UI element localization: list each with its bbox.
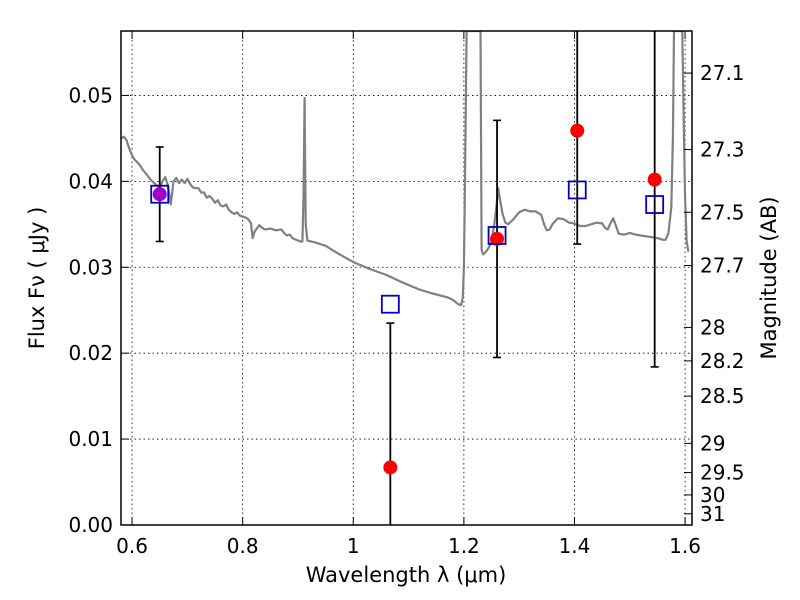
y2-axis-label: Magnitude (AB) xyxy=(757,196,781,359)
mag-tick-label: 27.7 xyxy=(700,254,745,278)
y-tick-label: 0.02 xyxy=(68,341,113,365)
observed-point xyxy=(152,187,167,202)
grid xyxy=(121,31,692,526)
plot-frame xyxy=(120,30,693,526)
mag-tick-label: 27.3 xyxy=(700,138,745,162)
mag-tick-label: 27.1 xyxy=(700,61,745,85)
observed-point xyxy=(383,460,398,475)
ticks: 0.6 0.8 1 1.2 1.4 1.6 0.00 0.01 0.02 0.03 0.04 0.05… xyxy=(68,31,745,558)
observed-point xyxy=(647,172,662,187)
x-tick-label: 0.8 xyxy=(227,534,259,558)
mag-tick-label: 31 xyxy=(700,502,725,526)
y-tick-label: 0.05 xyxy=(68,83,113,107)
observed-point xyxy=(570,123,585,138)
mag-tick-label: 29.5 xyxy=(700,461,745,485)
mag-tick-label: 28 xyxy=(700,315,725,339)
y-tick-label: 0.01 xyxy=(68,427,113,451)
y-tick-label: 0.00 xyxy=(68,513,113,537)
mag-tick-label: 29 xyxy=(700,431,725,455)
markers-layer xyxy=(150,31,665,525)
model-band-square xyxy=(567,180,587,200)
x-tick-label: 1.6 xyxy=(669,534,701,558)
mag-tick-label: 30 xyxy=(700,483,725,507)
model-spectrum-layer xyxy=(121,31,690,307)
x-tick-label: 0.6 xyxy=(116,534,148,558)
x-axis-label: Wavelength λ (μm) xyxy=(306,563,507,587)
y-tick-label: 0.03 xyxy=(68,255,113,279)
mag-tick-label: 28.5 xyxy=(700,384,745,408)
mag-tick-label: 27.5 xyxy=(700,200,745,224)
x-tick-label: 1 xyxy=(347,534,360,558)
x-tick-label: 1.4 xyxy=(559,534,591,558)
model-band-square xyxy=(380,294,400,314)
observed-point xyxy=(490,231,505,246)
y-axis-label: Flux Fν ( μJy ) xyxy=(25,207,49,350)
model-band-square xyxy=(487,226,507,245)
model-band-square xyxy=(645,195,665,214)
y-tick-label: 0.04 xyxy=(68,169,113,193)
x-tick-label: 1.2 xyxy=(448,534,480,558)
model-spectrum-line xyxy=(121,31,690,307)
model-band-square xyxy=(150,184,170,204)
mag-tick-label: 28.2 xyxy=(700,349,745,373)
